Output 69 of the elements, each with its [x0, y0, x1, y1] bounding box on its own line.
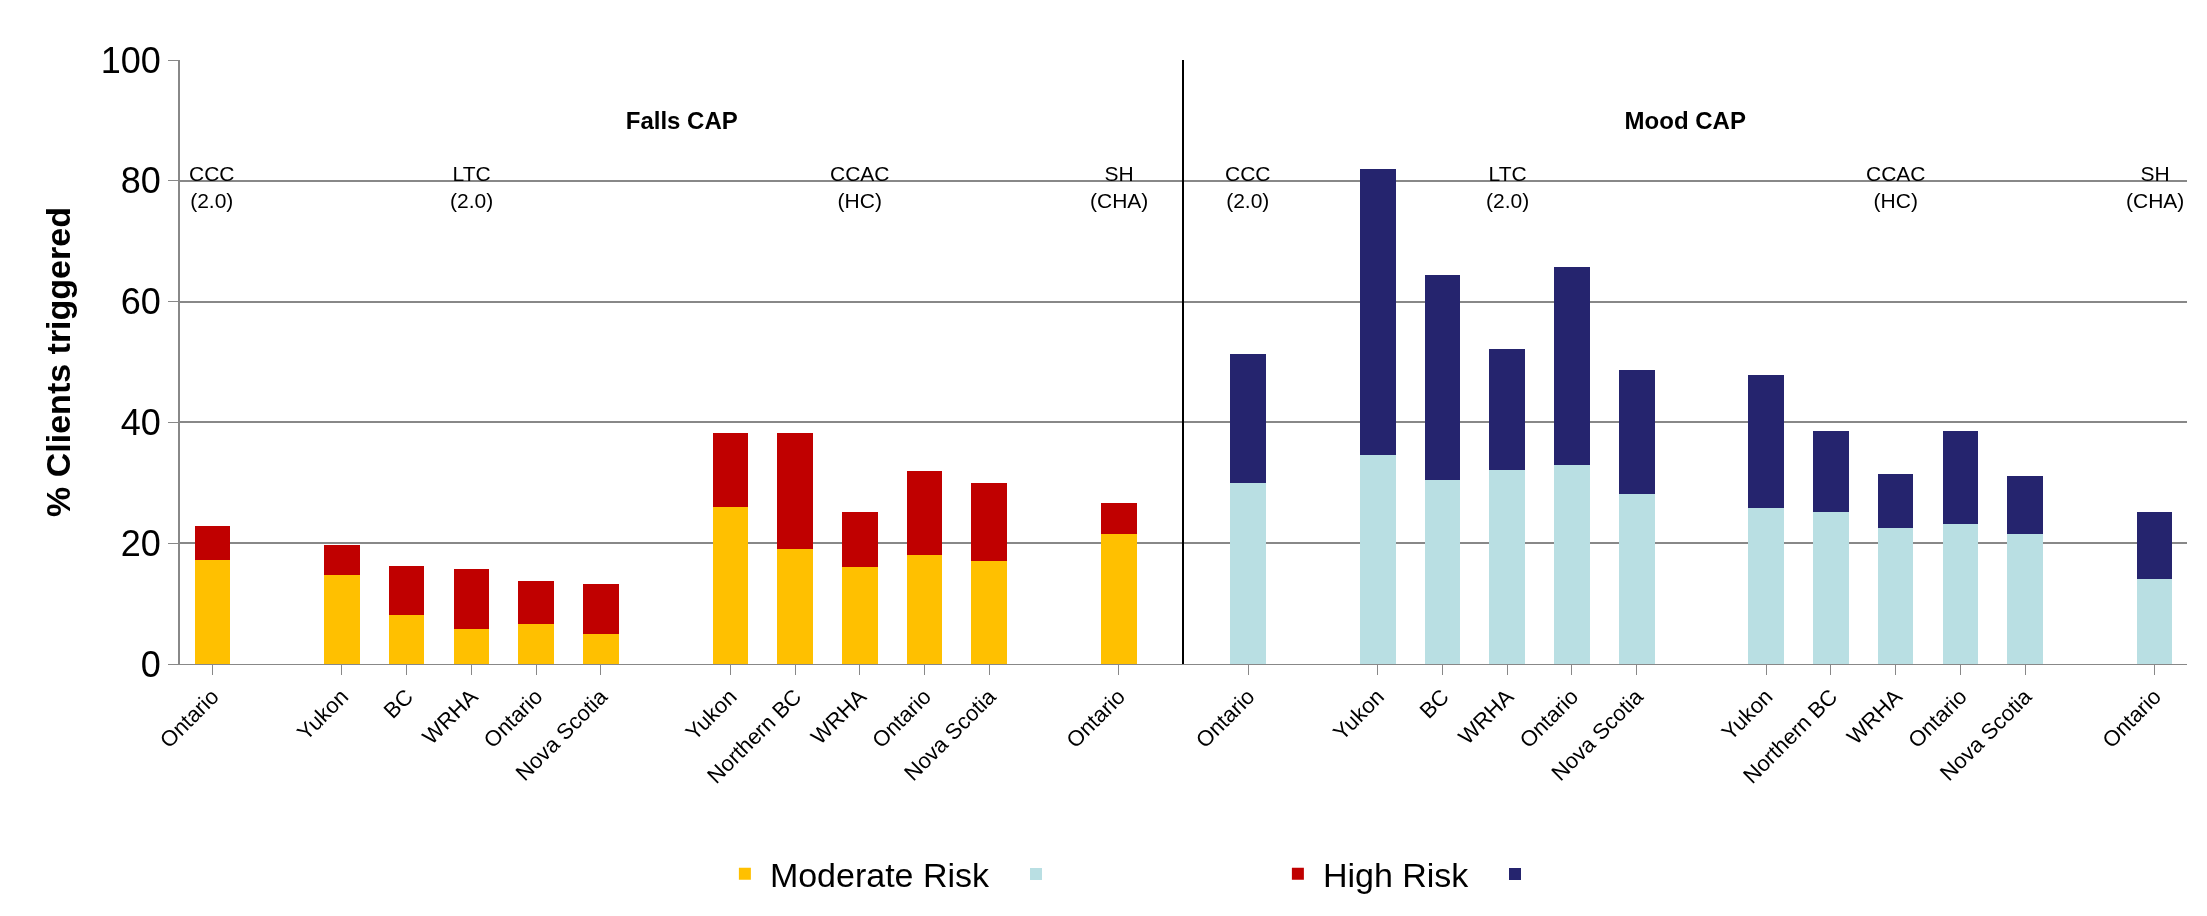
y-tick-label: 40	[120, 402, 161, 443]
bar	[583, 634, 619, 664]
bar	[1942, 523, 1979, 664]
annotation: SH (CHA)	[2126, 162, 2185, 213]
bar	[1813, 512, 1849, 664]
bar	[1489, 348, 1526, 470]
bar	[1877, 528, 1914, 664]
bar	[1618, 370, 1655, 495]
bar	[777, 549, 813, 664]
bar	[324, 545, 360, 576]
y-tick-label: 0	[140, 643, 161, 685]
x-tick-label: BC	[378, 683, 418, 724]
bar	[906, 470, 943, 555]
bar	[1748, 374, 1784, 508]
bar	[971, 482, 1008, 561]
bar	[194, 526, 231, 560]
annotation: LTC (2.0)	[1486, 162, 1530, 213]
annotation: CCC (2.0)	[189, 162, 235, 213]
y-axis-title: % Clients triggered	[38, 207, 77, 517]
y-tick-label: 80	[120, 160, 161, 202]
y-tick-label: 60	[120, 281, 161, 323]
annotation: CCAC (HC)	[1866, 162, 1926, 213]
bar	[518, 581, 554, 624]
bar	[712, 506, 749, 664]
bar	[1424, 480, 1461, 664]
bar	[1618, 494, 1655, 664]
bar	[1489, 469, 1526, 664]
bar	[1813, 431, 1849, 513]
annotation: CCC (2.0)	[1225, 162, 1271, 213]
bar	[1424, 275, 1461, 481]
bar	[583, 584, 619, 635]
x-tick-label: BC	[1414, 683, 1454, 724]
bar	[971, 560, 1008, 664]
bar	[841, 511, 878, 568]
text: Falls CAP	[625, 106, 738, 134]
bar	[1877, 474, 1914, 529]
bar	[2136, 578, 2173, 664]
bar	[2007, 534, 2043, 664]
bar	[2136, 512, 2173, 579]
text: Mood CAP	[1624, 106, 1746, 134]
bar	[1554, 266, 1590, 465]
bar	[388, 615, 425, 664]
bar	[777, 433, 813, 550]
bar	[1748, 507, 1784, 664]
legend-label: Moderate Risk	[769, 856, 991, 895]
y-tick-label: 100	[100, 39, 161, 81]
bar	[841, 567, 878, 664]
bar	[712, 432, 749, 507]
annotation: SH (CHA)	[1090, 162, 1149, 213]
bar	[388, 566, 425, 616]
annotation: CCAC (HC)	[830, 162, 890, 213]
bar	[1100, 534, 1137, 664]
bar	[2007, 476, 2043, 535]
legend-label: High Risk	[1322, 856, 1470, 895]
bar	[1359, 455, 1396, 664]
bar	[1100, 502, 1137, 535]
bar	[453, 569, 490, 629]
y-tick-label: 20	[120, 522, 161, 564]
bar	[453, 628, 490, 664]
annotation: LTC (2.0)	[450, 162, 494, 213]
bar	[194, 559, 231, 664]
bar	[518, 623, 554, 664]
bar	[1942, 431, 1979, 524]
bar	[1230, 483, 1267, 664]
bar	[1230, 353, 1267, 484]
bar	[906, 554, 943, 664]
bar	[1554, 464, 1590, 664]
bar	[324, 575, 360, 664]
bar	[1359, 168, 1396, 456]
